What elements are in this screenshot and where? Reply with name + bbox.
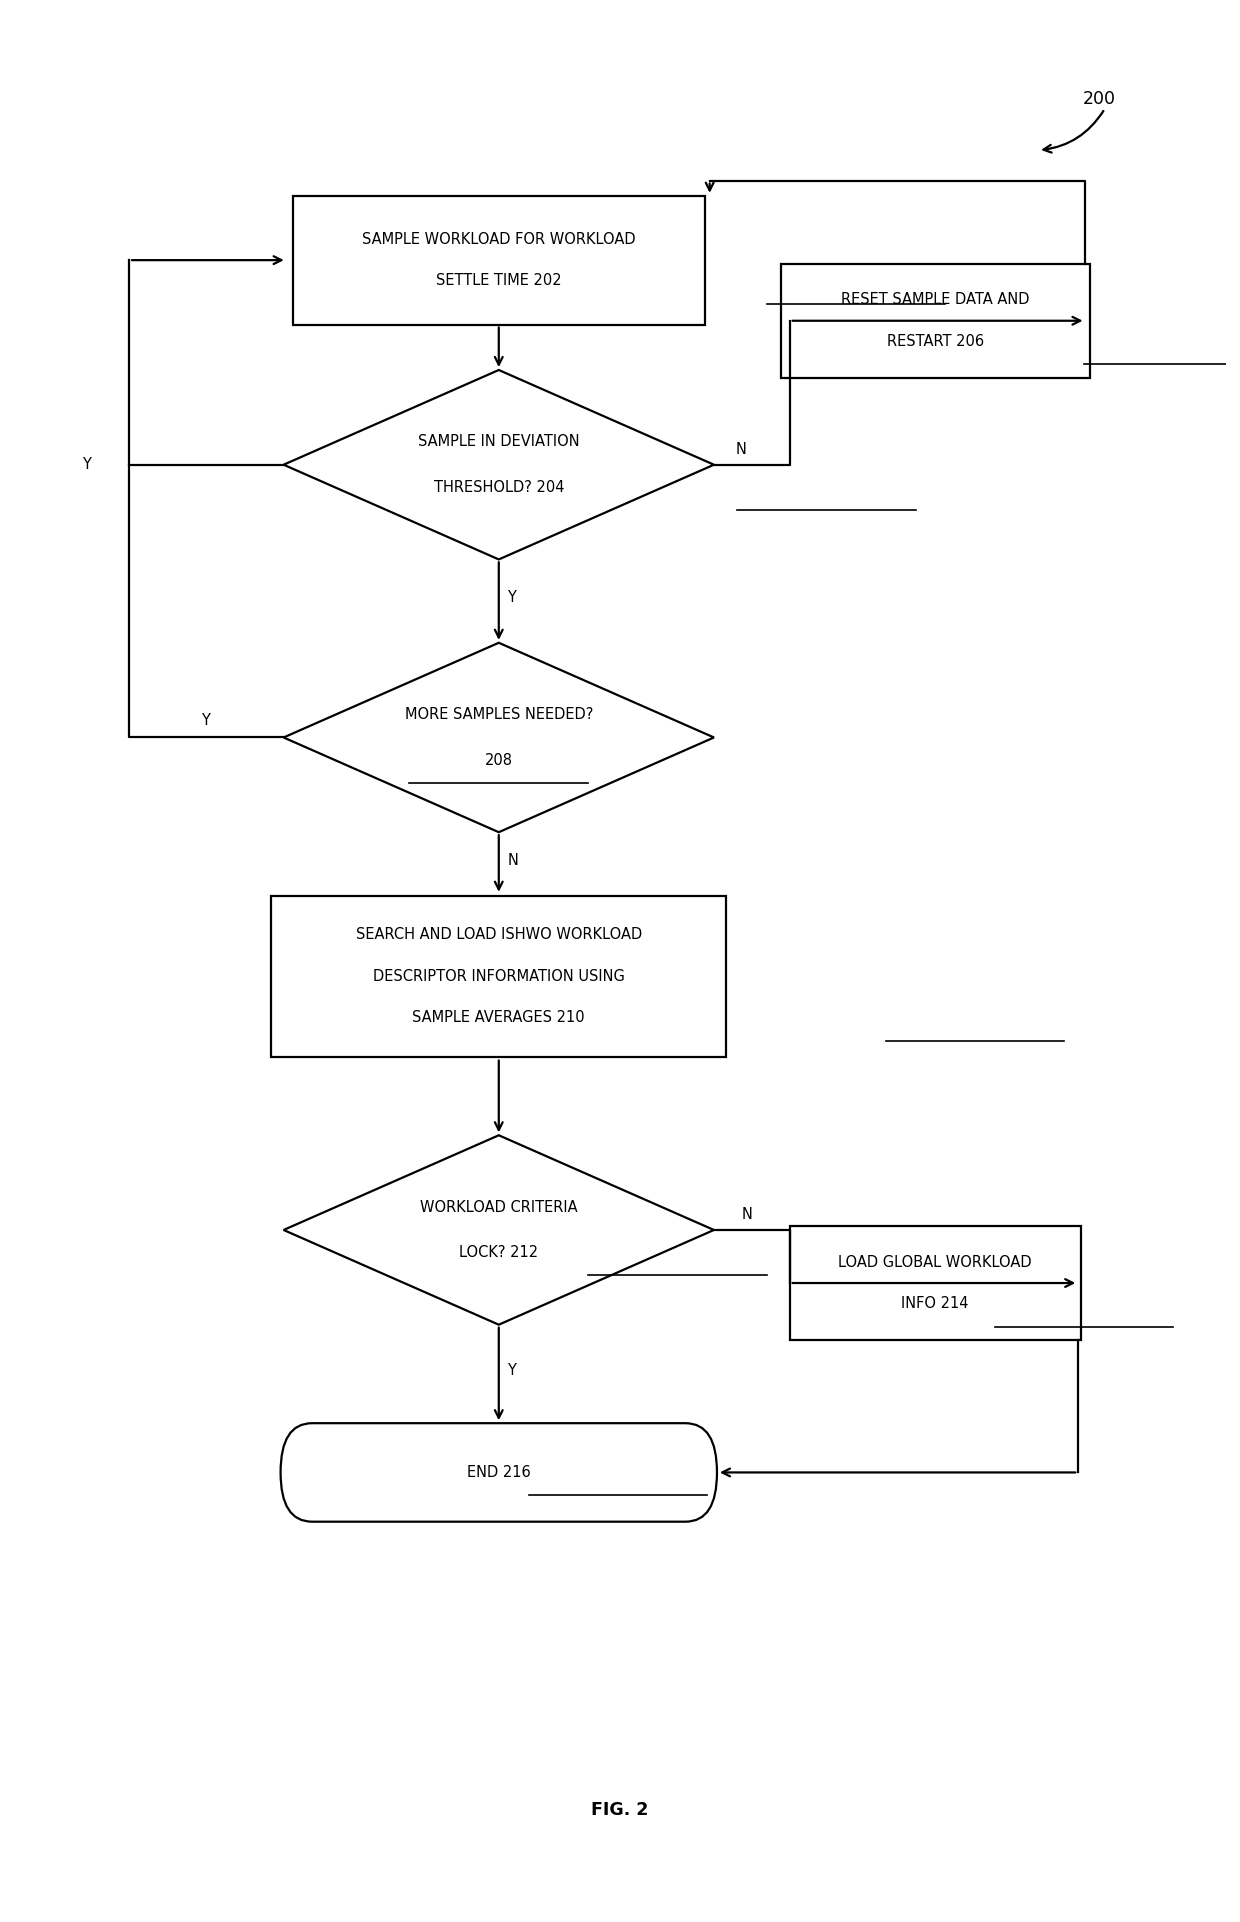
Text: MORE SAMPLES NEEDED?: MORE SAMPLES NEEDED?: [404, 707, 593, 723]
Text: RESTART 206: RESTART 206: [887, 334, 983, 350]
Polygon shape: [284, 1136, 714, 1324]
Text: DESCRIPTOR INFORMATION USING: DESCRIPTOR INFORMATION USING: [373, 969, 625, 984]
Text: N: N: [507, 853, 518, 869]
FancyBboxPatch shape: [272, 896, 727, 1057]
Text: Y: Y: [201, 713, 210, 728]
Text: THRESHOLD? 204: THRESHOLD? 204: [434, 480, 564, 496]
Text: SAMPLE AVERAGES 210: SAMPLE AVERAGES 210: [413, 1011, 585, 1024]
Text: 208: 208: [485, 753, 513, 767]
Text: WORKLOAD CRITERIA: WORKLOAD CRITERIA: [420, 1199, 578, 1215]
Polygon shape: [284, 371, 714, 559]
Text: Y: Y: [507, 590, 516, 605]
FancyBboxPatch shape: [781, 263, 1090, 377]
Text: END 216: END 216: [467, 1465, 531, 1480]
Text: SAMPLE IN DEVIATION: SAMPLE IN DEVIATION: [418, 434, 579, 450]
FancyBboxPatch shape: [293, 196, 704, 325]
Text: SETTLE TIME 202: SETTLE TIME 202: [436, 273, 562, 288]
Text: Y: Y: [82, 457, 91, 473]
Text: LOCK? 212: LOCK? 212: [459, 1245, 538, 1261]
Polygon shape: [284, 642, 714, 832]
Text: N: N: [742, 1207, 753, 1222]
FancyBboxPatch shape: [790, 1226, 1080, 1340]
Text: 200: 200: [1083, 90, 1115, 108]
Text: FIG. 2: FIG. 2: [591, 1801, 649, 1818]
Text: SEARCH AND LOAD ISHWO WORKLOAD: SEARCH AND LOAD ISHWO WORKLOAD: [356, 926, 642, 942]
FancyBboxPatch shape: [280, 1422, 717, 1522]
Text: SAMPLE WORKLOAD FOR WORKLOAD: SAMPLE WORKLOAD FOR WORKLOAD: [362, 233, 636, 246]
Text: LOAD GLOBAL WORKLOAD: LOAD GLOBAL WORKLOAD: [838, 1255, 1032, 1270]
Text: Y: Y: [507, 1363, 516, 1378]
Text: N: N: [735, 442, 746, 457]
Text: RESET SAMPLE DATA AND: RESET SAMPLE DATA AND: [841, 292, 1029, 308]
Text: INFO 214: INFO 214: [901, 1295, 968, 1311]
